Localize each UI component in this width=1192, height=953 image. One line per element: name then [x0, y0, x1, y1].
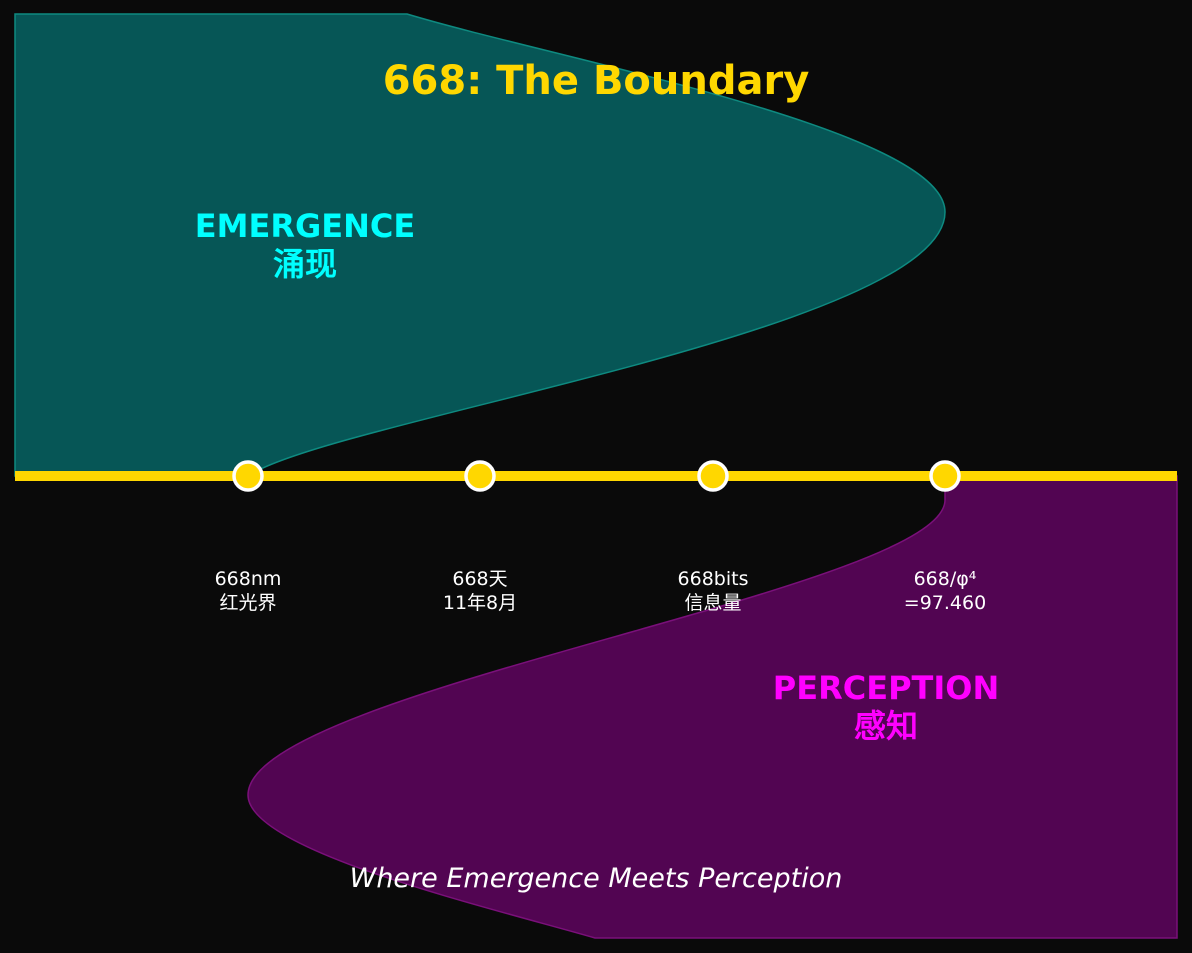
- diagram-title: 668: The Boundary: [383, 58, 810, 104]
- marker-4-line1: 668/φ⁴: [914, 568, 977, 590]
- marker-point-2: [464, 460, 496, 492]
- emergence-region: [14, 13, 946, 477]
- perception-region: [247, 475, 1178, 939]
- perception-label: PERCEPTION: [773, 669, 999, 707]
- boundary-line: [15, 471, 1177, 481]
- marker-2-line1: 668天: [452, 568, 507, 590]
- marker-3-line2: 信息量: [684, 592, 741, 614]
- perception-sublabel: 感知: [854, 707, 918, 745]
- emergence-sublabel: 涌现: [273, 245, 337, 283]
- marker-4-line2: =97.460: [904, 592, 986, 614]
- marker-point-1: [232, 460, 264, 492]
- marker-labels: 668nm 红光界 668天 11年8月 668bits 信息量 668/φ⁴ …: [215, 568, 987, 614]
- emergence-label: EMERGENCE: [195, 207, 415, 245]
- marker-point-4: [929, 460, 961, 492]
- marker-point-3: [697, 460, 729, 492]
- diagram-subtitle: Where Emergence Meets Perception: [350, 863, 843, 894]
- marker-3-line1: 668bits: [678, 568, 749, 590]
- boundary-markers: [232, 460, 961, 492]
- marker-1-line1: 668nm: [215, 568, 282, 590]
- marker-2-line2: 11年8月: [443, 592, 517, 614]
- marker-1-line2: 红光界: [219, 592, 276, 614]
